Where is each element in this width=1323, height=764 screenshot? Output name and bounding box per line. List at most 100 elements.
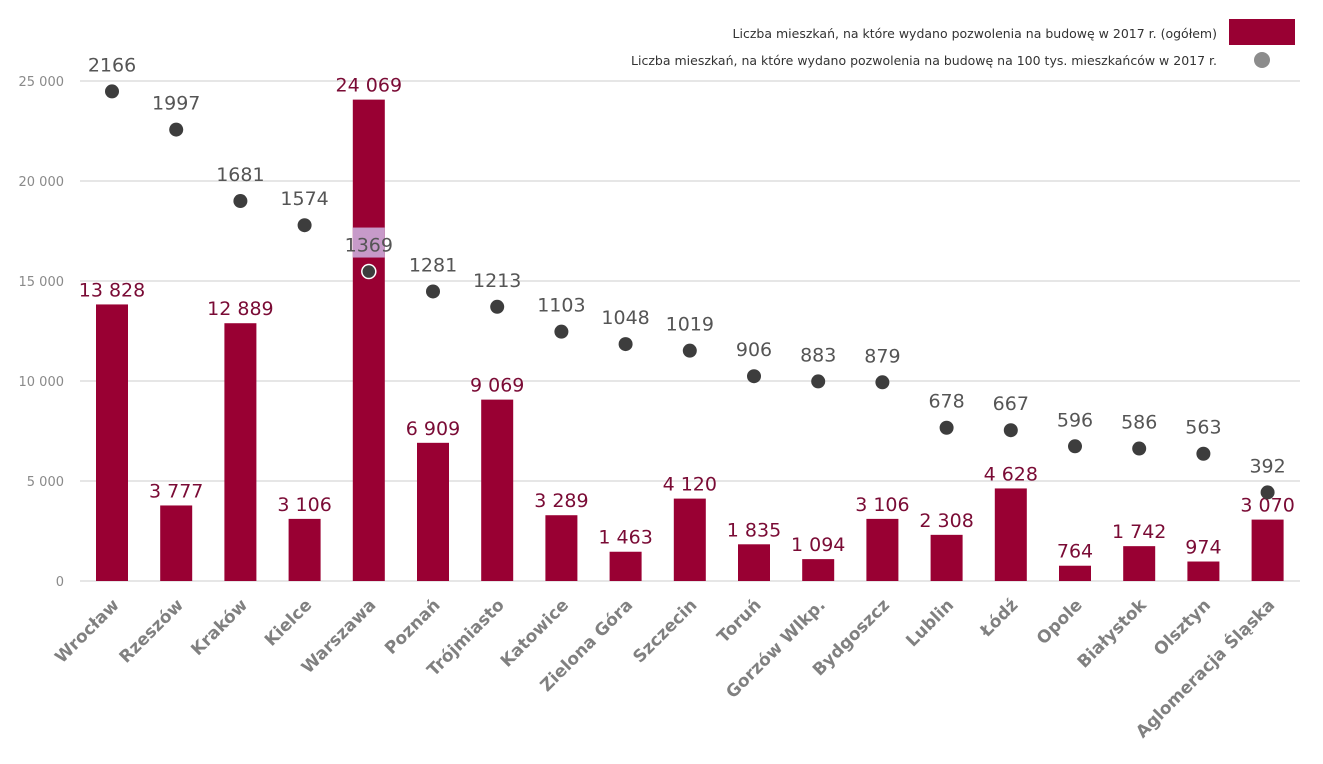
bar [738, 544, 770, 581]
dot [875, 375, 890, 390]
bar [545, 515, 578, 581]
category-label: Kraków [187, 595, 252, 660]
bar [930, 534, 963, 581]
legend-swatch-dots [1254, 52, 1270, 68]
dot [297, 218, 312, 233]
bar [802, 559, 835, 581]
bar [96, 304, 128, 581]
bar [1251, 519, 1284, 581]
bar-value-label: 2 308 [919, 510, 973, 532]
gridlines [80, 80, 1300, 582]
category-label: Wrocław [51, 595, 123, 667]
bar [288, 518, 321, 581]
category-label: Olsztyn [1150, 595, 1215, 660]
legend-label-bars: Liczba mieszkań, na które wydano pozwole… [733, 26, 1217, 41]
bar-value-label: 3 106 [277, 494, 331, 516]
bar [994, 488, 1027, 581]
dot [747, 369, 761, 384]
dot [426, 284, 440, 299]
y-tick-label: 5 000 [27, 475, 64, 490]
category-label: Opole [1033, 595, 1087, 649]
bar [352, 99, 385, 582]
bar-labels: 13 828 3 777 12 889 3 106 24 069 6 909 9 069 3 … [79, 75, 1295, 563]
dot [1068, 439, 1082, 454]
dot-value-label: 1997 [152, 93, 200, 115]
dot [1132, 441, 1147, 456]
y-tick-label: 25 000 [19, 75, 65, 90]
bar-value-label: 13 828 [79, 279, 145, 301]
bar [1123, 546, 1156, 581]
dot-value-label: 1213 [473, 270, 521, 292]
dot-value-label: 596 [1057, 409, 1093, 431]
dot [618, 337, 633, 352]
dot-value-label: 2166 [88, 54, 136, 76]
legend: Liczba mieszkań, na które wydano pozwole… [631, 19, 1295, 68]
dot [105, 84, 119, 99]
bar-value-label: 1 094 [791, 534, 845, 556]
y-tick-label: 10 000 [19, 375, 65, 390]
highlight-box [352, 227, 385, 258]
category-label: Rzeszów [116, 595, 188, 667]
dot [361, 263, 377, 280]
highlight [352, 227, 385, 258]
category-label: Kielce [261, 595, 316, 650]
bar-value-label: 1 463 [598, 527, 652, 549]
dot-value-label: 883 [800, 344, 836, 366]
dot-value-label: 879 [864, 345, 900, 367]
bar [224, 323, 257, 581]
dot-value-label: 1019 [666, 314, 714, 336]
bar-value-label: 3 289 [534, 490, 588, 512]
bar-value-label: 6 909 [406, 418, 460, 440]
bar-value-label: 764 [1057, 541, 1093, 563]
dot [1196, 446, 1211, 461]
legend-swatch-bars [1229, 19, 1295, 45]
dot [811, 374, 826, 389]
dot-value-label: 563 [1185, 417, 1221, 439]
dot-value-label: 1369 [345, 235, 393, 257]
bar-value-label: 12 889 [207, 298, 273, 320]
bar-value-label: 4 628 [984, 463, 1038, 485]
bar [160, 505, 193, 581]
bar [1187, 561, 1220, 581]
bar-value-label: 3 777 [149, 480, 203, 502]
dot-value-label: 1681 [216, 164, 264, 186]
dot [554, 324, 569, 339]
bar-value-label: 24 069 [336, 75, 402, 97]
bar [609, 551, 642, 581]
bar-value-label: 974 [1185, 537, 1221, 559]
dot [682, 343, 697, 358]
bar-value-label: 3 070 [1240, 495, 1294, 517]
dot-value-label: 1103 [537, 295, 585, 317]
dot-value-label: 678 [928, 391, 964, 413]
category-label: Szczecin [629, 595, 701, 667]
bar-value-label: 9 069 [470, 375, 524, 397]
dot-value-label: 392 [1249, 455, 1285, 477]
bar-value-label: 3 106 [855, 494, 909, 516]
category-label: Toruń [713, 595, 765, 647]
bar [866, 518, 899, 581]
bar-value-label: 1 835 [727, 519, 781, 541]
dot-labels: 2166 1997 1681 1574 1369 1281 1213 1103 1048 1019… [88, 54, 1286, 477]
dot-value-label: 1048 [601, 307, 649, 329]
dot-value-label: 586 [1121, 412, 1157, 434]
bars [96, 99, 1284, 582]
legend-label-dots: Liczba mieszkań, na które wydano pozwole… [631, 53, 1217, 68]
bar [481, 399, 514, 581]
dot [1260, 485, 1275, 500]
y-tick-label: 20 000 [19, 175, 65, 190]
bar [1059, 565, 1091, 581]
dot-value-label: 1574 [280, 188, 328, 210]
dot [490, 299, 505, 314]
dot-value-label: 906 [736, 339, 772, 361]
dot [939, 420, 954, 435]
bar [417, 442, 449, 581]
category-label: Lublin [902, 595, 958, 651]
category-label: Poznań [381, 595, 444, 658]
y-tick-label: 0 [56, 575, 64, 590]
dots [105, 84, 1275, 500]
bar-value-label: 4 120 [663, 474, 717, 496]
bar [673, 498, 706, 581]
category-label: Białystok [1074, 595, 1151, 672]
